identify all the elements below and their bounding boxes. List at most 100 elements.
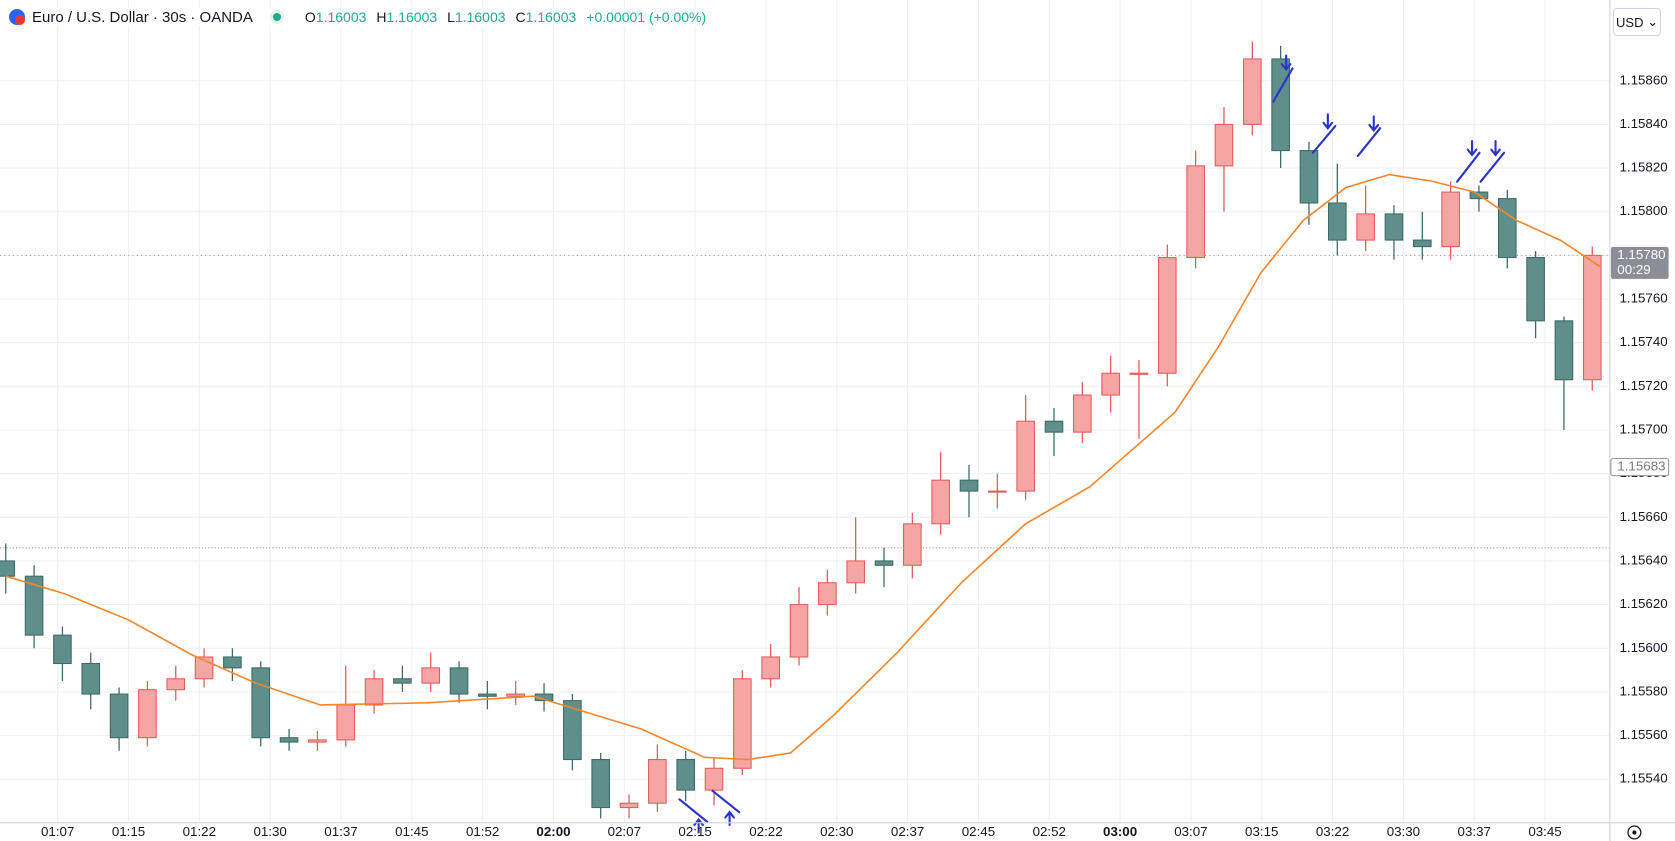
annotation-arrow [1356,115,1382,158]
plot [0,41,1602,819]
candle-body [1441,191,1460,248]
y-tick-label: 1.15580 [1619,683,1667,698]
ohlc-value: 1.16003 [454,9,506,25]
candle-body [308,739,327,743]
candle-body [1073,394,1092,433]
candle-body [1299,150,1319,204]
y-tick-label: 1.15560 [1619,727,1667,742]
change: +0.00001 (+0.00%) [586,9,707,25]
last-price-label: 1.15780 [1617,247,1665,262]
currency-button[interactable]: USD ⌄ [1613,8,1661,36]
ohlc-key: O [304,9,316,25]
x-tick-label: 03:22 [1316,824,1349,839]
eye-icon-pupil [1632,830,1637,835]
annotation-arrow [1456,139,1481,183]
x-tick-label: 02:15 [678,824,711,839]
candle-body [648,759,667,804]
candle-body [1214,123,1234,167]
candle-body [336,704,356,741]
candle-body [1582,254,1602,381]
x-tick-label: 02:07 [608,824,641,839]
candle-body [449,667,469,695]
candle-body [506,693,526,697]
candle-body [109,693,129,739]
candle-body [1327,202,1347,241]
y-tick-label: 1.15660 [1619,509,1667,524]
candle-body [874,560,894,566]
candle-body [1554,320,1574,381]
candle-body [733,678,752,769]
candle-body [223,656,242,669]
y-tick-label: 1.15820 [1619,160,1667,175]
x-tick-label: 02:22 [749,824,782,839]
countdown-label: 00:29 [1617,262,1650,277]
candle-body [1412,239,1432,248]
annotation-arrow [1272,54,1294,103]
x-tick-label: 01:52 [466,824,499,839]
marked-price-box [1610,457,1670,477]
y-tick-label: 1.15700 [1619,421,1667,436]
candle-body [393,678,412,684]
x-tick-label: 03:07 [1174,824,1207,839]
candle-body [1186,165,1205,259]
eye-icon[interactable] [1627,825,1642,840]
x-tick-label: 01:30 [253,824,286,839]
candle-body [478,693,497,697]
candle-body [1016,420,1035,492]
candle-body [619,802,639,809]
candle-body [789,604,809,658]
candle-body [53,634,72,665]
y-tick-label: 1.15720 [1619,378,1667,393]
candle-body [761,656,781,680]
candle-body [704,767,724,791]
x-tick-label: 02:00 [536,824,570,839]
candle-body [988,490,1007,493]
x-tick-label: 03:45 [1528,824,1561,839]
candle-body [1384,213,1404,241]
y-tick-label: 1.15540 [1619,771,1667,786]
candle-body [1526,257,1545,322]
candle-body [24,575,44,636]
y-tick-label: 1.15800 [1619,203,1667,218]
candle-body [931,479,950,525]
ohlc-value: 1.16003 [386,9,438,25]
symbol-logo [9,9,25,25]
y-tick-label: 1.15840 [1619,116,1667,131]
candle-body [81,662,101,695]
candle-body [818,582,837,606]
candle-body [846,560,865,584]
candle-body [0,560,16,577]
candle-body [138,689,157,739]
candle-body [421,667,441,684]
market-status [269,10,284,24]
x-tick-label: 03:37 [1458,824,1491,839]
annotation-arrow [1479,139,1506,183]
currency-label: USD [1616,14,1644,30]
drawings [678,54,1506,834]
ohlc-value: 1.16003 [315,9,367,25]
y-tick-label: 1.15620 [1619,596,1667,611]
ohlc-value: 1.16003 [525,9,577,25]
x-tick-label: 01:37 [324,824,357,839]
candle-body [1497,198,1517,259]
x-tick-label: 01:22 [183,824,216,839]
candle-body [1129,372,1149,375]
candle-body [1242,58,1262,125]
x-tick-label: 02:52 [1033,824,1066,839]
annotation-arrow [1311,113,1337,154]
candle-body [676,759,696,791]
y-tick-label: 1.15640 [1619,552,1667,567]
y-tick-label: 1.15740 [1619,334,1667,349]
symbol-name[interactable]: Euro / U.S. Dollar · 30s · OANDA [32,8,253,26]
x-tick-label: 03:15 [1245,824,1278,839]
candle-body [1271,58,1290,152]
candle-body [1356,213,1375,241]
x-tick-label: 01:07 [41,824,74,839]
y-tick-label: 1.15600 [1619,640,1667,655]
candle-body [591,759,611,809]
moving-average [5,173,1601,761]
y-tick-label: 1.15860 [1619,72,1667,87]
